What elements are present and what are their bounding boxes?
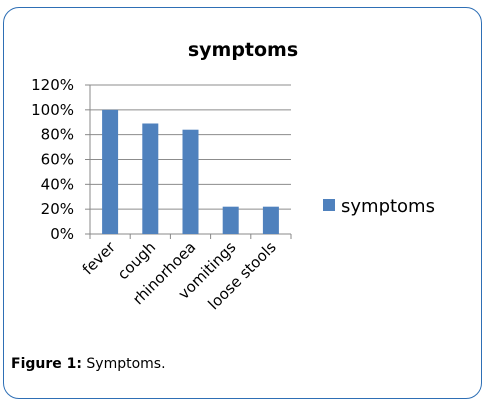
legend: symptoms <box>323 196 435 217</box>
figure-caption-label: Figure 1: <box>11 356 82 372</box>
figure-caption-text: Symptoms. <box>86 356 166 372</box>
figure-caption: Figure 1: Symptoms. <box>11 356 166 372</box>
legend-swatch <box>323 199 335 211</box>
y-tick-label: 100% <box>31 101 74 119</box>
y-tick-label: 80% <box>41 126 74 144</box>
y-axis-ticks: 0% 20% 40% 60% 80% 100% 120% <box>31 76 74 243</box>
chart-title: symptoms <box>188 39 298 61</box>
bar <box>262 206 279 234</box>
bar <box>182 129 199 234</box>
y-tick-label: 20% <box>41 200 74 218</box>
y-tick-label: 0% <box>50 225 74 243</box>
x-tick-label: fever <box>79 238 120 279</box>
y-tick-label: 40% <box>41 175 74 193</box>
bar <box>142 123 159 234</box>
bar <box>222 206 239 234</box>
bars <box>102 109 279 234</box>
y-tick-label: 120% <box>31 76 74 94</box>
figure-frame <box>3 7 482 399</box>
y-tick-label: 60% <box>41 151 74 169</box>
gridlines <box>85 84 291 235</box>
bar <box>102 109 119 234</box>
legend-label: symptoms <box>341 196 435 217</box>
